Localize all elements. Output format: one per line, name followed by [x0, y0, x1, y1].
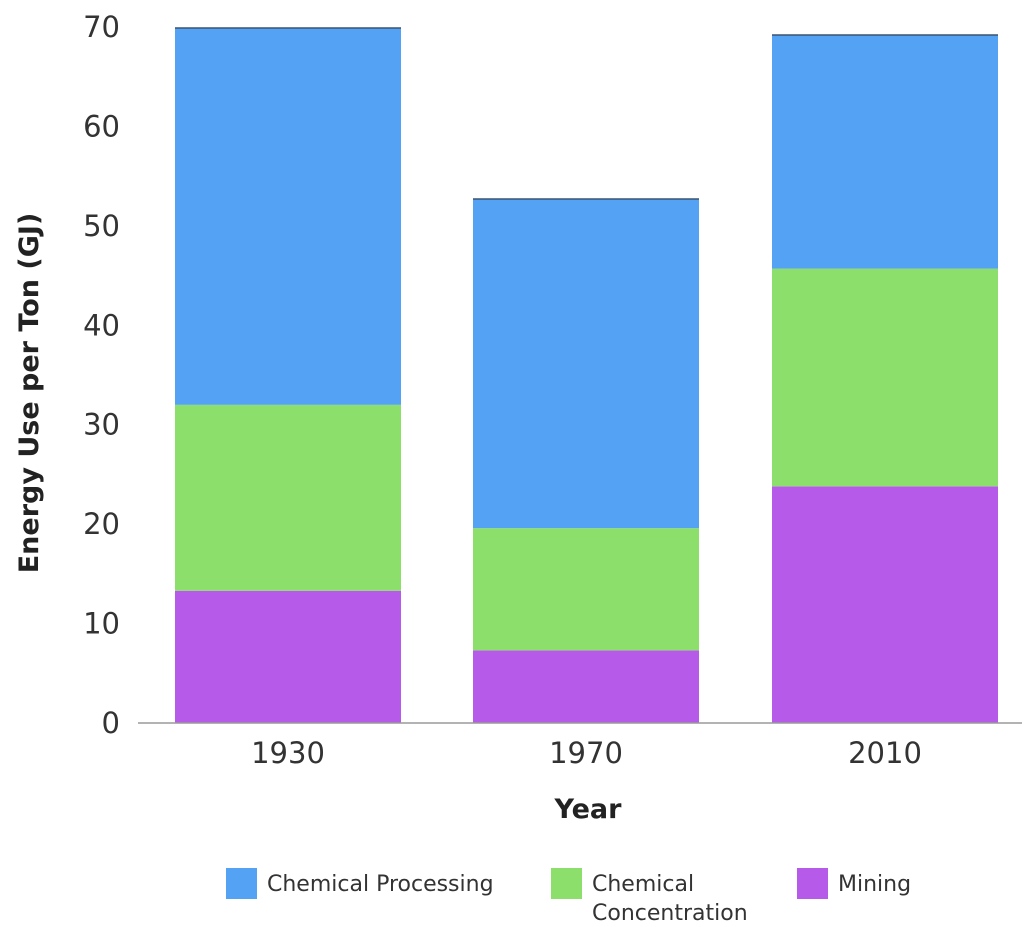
legend-label: Chemical Processing [267, 872, 494, 897]
x-axis-title: Year [554, 794, 623, 825]
y-tick-label: 50 [83, 209, 120, 243]
y-axis-title: Energy Use per Ton (GJ) [14, 213, 45, 574]
bar-1970-mining [473, 650, 699, 723]
y-tick-labels: 0 10 20 30 40 50 60 70 [83, 10, 120, 740]
bars-group [175, 27, 998, 723]
legend-swatch [226, 868, 257, 899]
bar-1970-chemical-processing [473, 199, 699, 529]
bar-2010-mining [772, 486, 998, 723]
x-tick-label: 2010 [848, 736, 922, 770]
x-tick-label: 1930 [251, 736, 325, 770]
legend: Chemical Processing Chemical Concentration… [226, 868, 911, 926]
bar-1930-chemical-concentration [175, 404, 401, 591]
y-tick-label: 40 [83, 308, 120, 342]
x-tick-labels: 1930 1970 2010 [251, 736, 922, 770]
y-tick-label: 70 [83, 10, 120, 44]
legend-label: Mining [838, 872, 911, 897]
legend-swatch [551, 868, 582, 899]
y-tick-label: 30 [83, 408, 120, 442]
bar-2010-chemical-concentration [772, 268, 998, 487]
x-tick-label: 1970 [549, 736, 623, 770]
legend-label: Concentration [592, 901, 748, 926]
legend-label: Chemical [592, 872, 694, 897]
bar-2010-chemical-processing [772, 34, 998, 269]
legend-swatch [797, 868, 828, 899]
bar-1930-mining [175, 590, 401, 723]
y-tick-label: 60 [83, 109, 120, 143]
y-tick-label: 10 [83, 607, 120, 641]
y-tick-label: 20 [83, 507, 120, 541]
bar-1970-chemical-concentration [473, 528, 699, 651]
y-tick-label: 0 [102, 706, 120, 740]
bar-1930-chemical-processing [175, 27, 401, 405]
